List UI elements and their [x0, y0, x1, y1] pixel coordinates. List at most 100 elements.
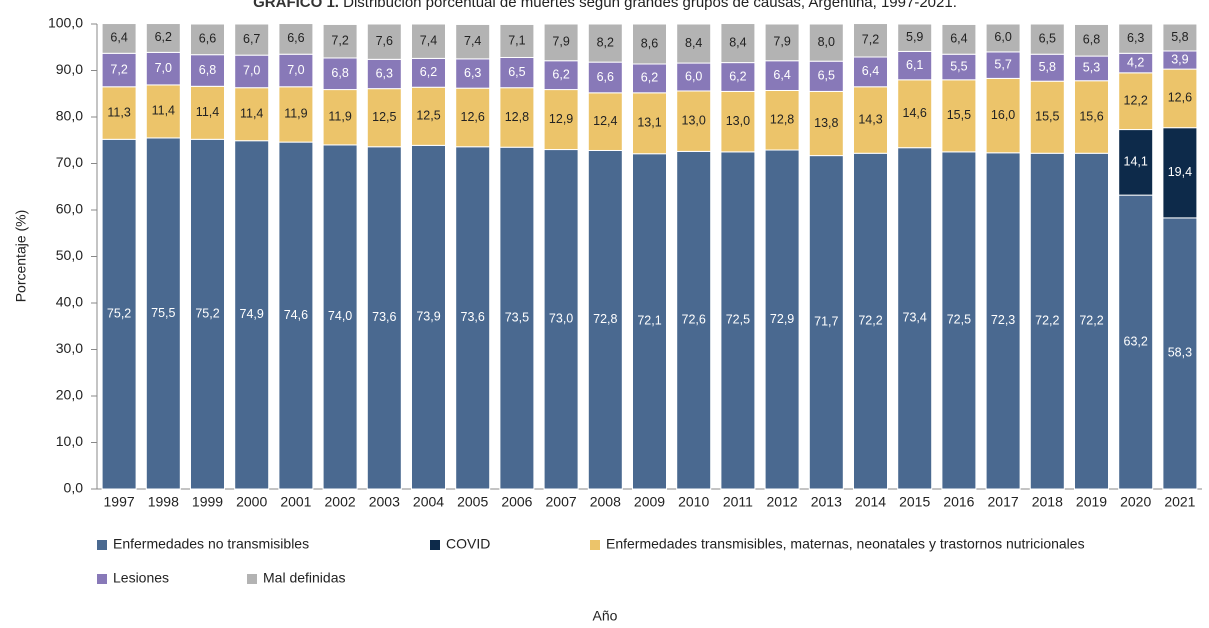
bar-segment: [587, 92, 623, 151]
x-tick-label: 1998: [148, 494, 179, 510]
data-label: 6,6: [597, 70, 614, 84]
x-tick-label: 2015: [899, 494, 930, 510]
data-label: 8,0: [818, 35, 835, 49]
bar-segment: [720, 151, 756, 490]
data-label: 72,1: [637, 314, 661, 328]
bar-segment: [278, 86, 314, 143]
bar-segment: [1029, 152, 1065, 490]
data-label: 75,2: [195, 306, 219, 320]
bar-segment: [101, 138, 137, 490]
y-tick-label: 20,0: [56, 387, 83, 403]
data-label: 19,4: [1168, 165, 1192, 179]
bar-segment: [190, 23, 225, 56]
data-label: 6,8: [1083, 33, 1100, 47]
data-label: 13,1: [637, 116, 661, 130]
bar-segment: [543, 89, 579, 151]
bar-segment: [853, 86, 888, 154]
bar-segment: [897, 79, 933, 149]
data-label: 8,6: [641, 36, 658, 50]
data-label: 73,6: [461, 310, 485, 324]
data-label: 11,4: [152, 104, 175, 118]
data-label: 12,5: [416, 109, 440, 123]
legend-label: Lesiones: [113, 570, 169, 586]
data-label: 11,4: [196, 105, 219, 119]
y-tick-label: 30,0: [56, 340, 83, 356]
bar-segment: [455, 23, 491, 60]
data-label: 6,7: [243, 32, 260, 46]
y-tick-label: 60,0: [56, 201, 83, 217]
y-tick-label: 50,0: [56, 247, 83, 263]
data-label: 73,6: [372, 310, 396, 324]
x-tick-label: 2000: [236, 494, 267, 510]
bar-segment: [676, 90, 712, 152]
bar-segment: [808, 23, 844, 62]
data-label: 72,5: [947, 313, 971, 327]
data-label: 7,0: [155, 61, 172, 75]
data-label: 12,9: [549, 112, 573, 126]
data-label: 6,2: [552, 67, 569, 81]
data-label: 75,2: [107, 306, 131, 320]
x-tick-label: 2005: [457, 494, 488, 510]
x-tick-label: 2017: [988, 494, 1019, 510]
legend-label: Enfermedades transmisibles, maternas, ne…: [606, 536, 1085, 552]
data-label: 6,6: [287, 31, 304, 45]
title-text: Distribución porcentual de muertes según…: [343, 0, 957, 11]
bar-segment: [145, 137, 181, 490]
bar-segment: [101, 52, 137, 88]
bar-segment: [278, 141, 314, 490]
data-label: 72,9: [770, 312, 794, 326]
x-tick-label: 2011: [723, 494, 753, 510]
data-label: 3,9: [1171, 52, 1188, 66]
bar-segment: [1118, 23, 1154, 54]
bar-segment: [411, 23, 446, 59]
legend-label: Mal definidas: [263, 570, 346, 586]
bar-segment: [101, 23, 137, 54]
data-label: 6,2: [420, 65, 437, 79]
bar-segment: [632, 23, 667, 65]
data-label: 75,5: [151, 306, 175, 320]
x-tick-label: 2004: [413, 494, 444, 510]
bar-segment: [1162, 217, 1198, 490]
data-label: 7,9: [552, 35, 569, 49]
data-label: 11,3: [107, 105, 130, 119]
bar-segment: [499, 56, 535, 89]
data-label: 72,2: [858, 313, 882, 327]
bar-segment: [366, 146, 402, 490]
legend-swatch: [430, 540, 440, 550]
data-label: 58,3: [1168, 346, 1192, 360]
data-label: 73,0: [549, 312, 573, 326]
x-tick-label: 2016: [943, 494, 974, 510]
data-label: 7,2: [331, 34, 348, 48]
bar-segment: [322, 89, 358, 146]
x-tick-label: 2003: [369, 494, 400, 510]
data-label: 15,6: [1079, 109, 1103, 123]
data-label: 12,6: [461, 110, 485, 124]
bar-segment: [190, 138, 225, 490]
bar-segment: [543, 23, 579, 62]
x-tick-label: 1999: [192, 494, 223, 510]
bar-segment: [720, 62, 756, 92]
data-label: 7,9: [773, 35, 790, 49]
bar-segment: [941, 151, 977, 490]
bar-segment: [278, 23, 314, 55]
data-label: 73,4: [903, 311, 927, 325]
bar-segment: [632, 153, 667, 490]
data-label: 13,8: [814, 116, 838, 130]
data-label: 12,5: [372, 110, 396, 124]
data-label: 72,5: [726, 313, 750, 327]
data-label: 8,2: [597, 35, 614, 49]
data-label: 13,0: [726, 114, 750, 128]
data-label: 63,2: [1124, 334, 1148, 348]
bar-segment: [1162, 23, 1198, 52]
bar-segment: [764, 89, 800, 151]
title-label: GRÁFICO 1.: [253, 0, 339, 11]
bar-segment: [941, 79, 977, 153]
data-label: 7,2: [110, 62, 127, 76]
x-tick-label: 2006: [501, 494, 532, 510]
x-tick-label: 2002: [325, 494, 356, 510]
x-tick-label: 2018: [1032, 494, 1063, 510]
x-axis-title: Año: [593, 608, 618, 624]
data-label: 6,2: [641, 71, 658, 85]
y-tick-label: 90,0: [56, 61, 83, 77]
